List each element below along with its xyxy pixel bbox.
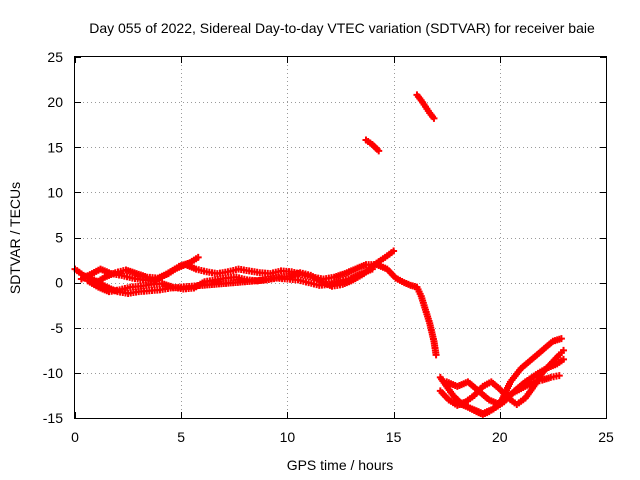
y-tick-label-0: -15 xyxy=(43,410,63,426)
series-track-9 xyxy=(458,355,568,417)
y-tick-label-3: 0 xyxy=(55,275,63,291)
tick-labels: 0 5 10 15 20 25 -15 -10 -5 0 5 10 15 20 25 xyxy=(43,49,614,445)
y-tick-label-6: 15 xyxy=(47,139,63,155)
y-tick-label-5: 10 xyxy=(47,184,63,200)
y-tick-label-1: -10 xyxy=(43,365,63,381)
x-tick-label-2: 10 xyxy=(280,429,296,445)
data-point xyxy=(557,335,565,343)
y-tick-label-2: -5 xyxy=(51,320,64,336)
x-tick-label-3: 15 xyxy=(386,429,402,445)
x-tick-label-0: 0 xyxy=(71,429,79,445)
y-tick-label-8: 25 xyxy=(47,49,63,65)
data-point xyxy=(390,247,398,255)
data-point xyxy=(555,372,563,380)
data-point xyxy=(560,355,568,363)
x-tick-label-4: 20 xyxy=(492,429,508,445)
data-point xyxy=(430,114,438,122)
series-track-3 xyxy=(84,247,398,296)
data-point xyxy=(560,346,568,354)
series-track-4 xyxy=(92,253,202,287)
y-tick-label-4: 5 xyxy=(55,230,63,246)
x-tick-label-5: 25 xyxy=(598,429,614,445)
series-track-6 xyxy=(436,372,563,418)
plot-frame xyxy=(74,56,607,419)
series-track-5 xyxy=(362,91,438,155)
y-tick-label-7: 20 xyxy=(47,94,63,110)
y-axis-label: SDTVAR / TECUs xyxy=(7,182,23,294)
data-point xyxy=(375,147,383,155)
data-point xyxy=(194,253,202,261)
chart-title: Day 055 of 2022, Sidereal Day-to-day VTE… xyxy=(89,20,595,36)
x-axis-label: GPS time / hours xyxy=(287,457,394,473)
x-tick-label-1: 5 xyxy=(177,429,185,445)
data-point xyxy=(432,351,440,359)
data-points xyxy=(71,91,568,418)
series-track-2 xyxy=(77,261,440,359)
